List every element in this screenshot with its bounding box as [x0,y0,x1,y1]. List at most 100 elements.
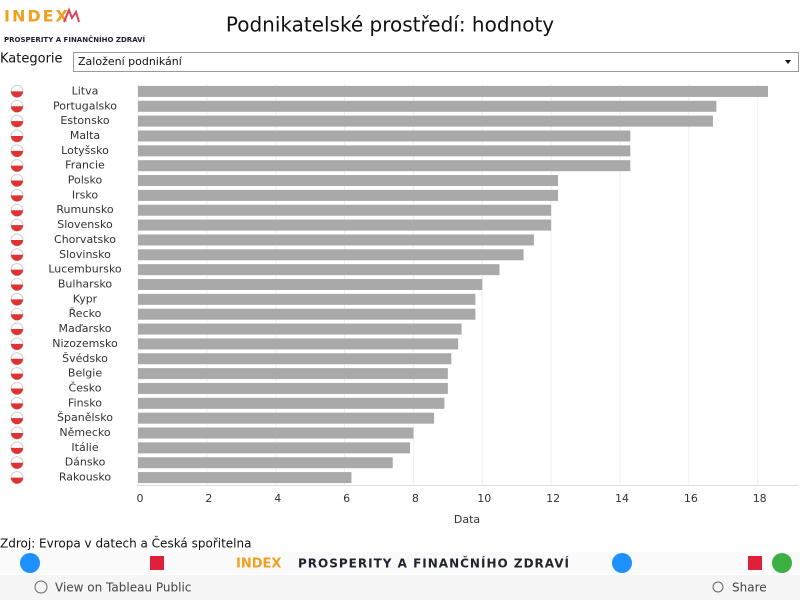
bar [138,204,552,216]
y-tick-label: Malta [70,129,100,142]
bar [138,382,448,394]
flag [11,447,23,454]
flag [11,433,23,440]
logo-sub: PROSPERITY A FINANČNÍHO ZDRAVÍ [4,35,146,44]
y-tick-label: Nizozemsko [52,337,118,350]
flag [11,180,23,187]
flag [11,343,23,350]
bar [138,353,452,365]
banner-sub: PROSPERITY A FINANČNÍHO ZDRAVÍ [298,556,570,571]
bar [138,368,448,380]
flag [11,210,23,217]
flag [11,135,23,142]
flag [11,195,23,202]
flag [11,299,23,306]
y-tick-label: Bulharsko [58,278,113,291]
bar [138,264,500,276]
flag [11,106,23,113]
tableau-icon [34,580,48,594]
flag [11,358,23,365]
flag [11,462,23,469]
dropdown-value: Založení podnikání [78,55,183,68]
bar [138,323,462,335]
share-button[interactable]: Share [732,581,767,595]
bar [138,85,769,97]
flag [11,121,23,128]
y-tick-label: Irsko [72,188,98,201]
bar [138,145,631,157]
y-tick-label: Lotyšsko [61,144,109,157]
x-tick-label: 12 [546,492,560,505]
banner-icon [612,553,632,573]
bar [138,279,483,290]
y-tick-label: Dánsko [65,456,106,469]
flag [11,388,23,395]
bar [138,249,524,261]
flag [11,225,23,232]
y-tick-label: Rakousko [59,471,112,484]
x-tick-label: 16 [684,492,698,505]
bar [138,115,713,127]
filter-label: Kategorie [0,52,63,67]
bar [138,427,414,439]
x-tick-label: 4 [274,492,281,505]
banner-icon [150,556,164,570]
bar [138,219,552,231]
x-tick-label: 18 [753,492,767,505]
bar [138,130,631,142]
banner-icon [20,553,40,573]
bar [138,100,717,112]
y-tick-label: Francie [65,159,105,172]
y-tick-label: Estonsko [60,114,109,127]
source: Zdroj: Evropa v datech a Česká spořiteln… [0,536,251,551]
dropdown-arrow [785,60,791,64]
y-tick-label: Itálie [71,441,98,454]
banner-icon [772,553,792,573]
x-tick-label: 8 [412,492,419,505]
x-axis-title: Data [454,513,480,526]
bar [138,457,393,469]
flag [11,239,23,246]
y-tick-label: Chorvatsko [54,233,116,246]
y-tick-label: Polsko [68,174,103,187]
y-tick-label: Portugalsko [53,99,117,112]
flag [11,373,23,380]
x-tick-label: 10 [477,492,491,505]
y-tick-label: Belgie [68,367,102,380]
flag [11,254,23,261]
y-tick-label: Maďarsko [59,322,112,335]
x-tick-label: 0 [137,492,144,505]
logo-main: INDEX [4,7,70,26]
flag [11,418,23,425]
y-tick-label: Německo [59,426,111,439]
y-tick-label: Švédsko [62,352,108,365]
flag [11,91,23,98]
y-tick-label: Řecko [69,307,102,320]
logo-icon [63,7,80,23]
bar [138,189,559,201]
y-tick-label: Česko [69,381,102,394]
bar [138,308,476,320]
toolbar [0,575,800,600]
bar [138,160,631,172]
flag [11,314,23,321]
flag [11,150,23,157]
bar [138,234,534,246]
flag [11,403,23,410]
flag [11,477,23,484]
y-tick-label: Litva [72,84,99,97]
y-tick-label: Lucembursko [48,263,122,276]
y-tick-label: Kypr [73,292,98,305]
x-tick-label: 2 [205,492,212,505]
view-link[interactable]: View on Tableau Public [55,581,191,595]
x-tick-label: 14 [615,492,629,505]
banner-main: INDEX [236,557,281,572]
dropdown[interactable] [73,52,799,72]
share-icon [712,581,724,593]
y-tick-label: Finsko [68,396,102,409]
bar [138,338,459,350]
chart-title: Podnikatelské prostředí: hodnoty [226,13,554,37]
y-tick-label: Španělsko [57,411,113,424]
